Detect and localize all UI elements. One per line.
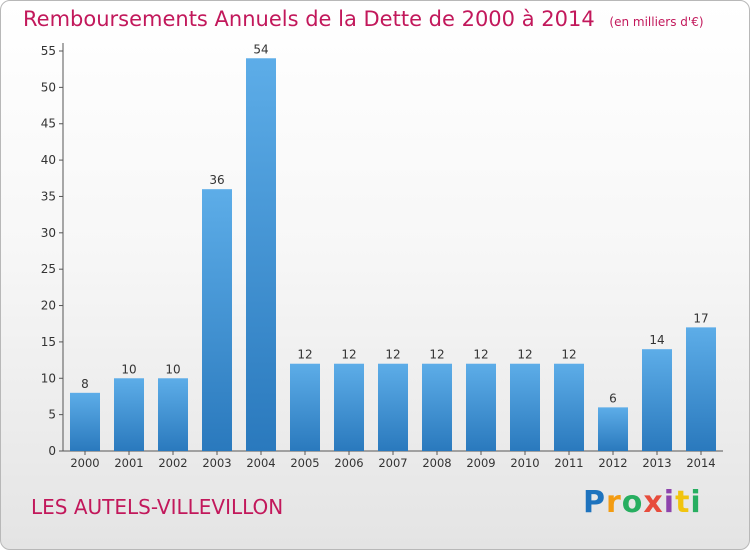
chart-title-text: Remboursements Annuels de la Dette de 20… [23,7,595,31]
x-tick-label: 2003 [202,456,231,470]
data-label: 54 [253,42,268,56]
bar [290,363,320,451]
logo-letter: P [583,485,606,520]
data-label: 12 [297,348,312,362]
x-tick-label: 2013 [642,456,671,470]
bar [378,363,408,451]
data-label: 12 [429,348,444,362]
y-tick-label: 45 [41,117,56,131]
logo-letter: i [690,485,702,520]
bar [422,363,452,451]
x-tick-label: 2005 [290,456,319,470]
x-tick-label: 2009 [466,456,495,470]
logo-letter: i [663,485,676,520]
bar [158,378,188,451]
y-tick-label: 35 [41,189,56,203]
data-label: 14 [649,333,664,347]
x-tick-label: 2004 [246,456,275,470]
y-tick-label: 15 [41,335,56,349]
data-label: 36 [209,173,224,187]
y-tick-label: 40 [41,153,56,167]
bar [70,392,100,451]
bar [598,407,628,451]
data-label: 6 [609,391,617,405]
bar [202,189,232,451]
logo-letter: r [606,485,622,520]
y-tick-label: 5 [48,408,56,422]
x-tick-label: 2011 [554,456,583,470]
x-tick-label: 2001 [114,456,143,470]
y-tick-label: 20 [41,299,56,313]
data-label: 8 [81,377,89,391]
town-name: LES AUTELS-VILLEVILLON [31,495,284,519]
y-tick-label: 25 [41,262,56,276]
y-tick-label: 0 [48,444,56,458]
x-tick-label: 2012 [598,456,627,470]
logo-letter: t [675,485,691,520]
bar [686,327,716,451]
bar [466,363,496,451]
bar [554,363,584,451]
data-label: 12 [561,348,576,362]
bar [642,349,672,451]
data-label: 12 [341,348,356,362]
y-tick-label: 55 [41,44,56,58]
data-label: 10 [121,362,136,376]
logo-letter: x [643,485,664,520]
bar [510,363,540,451]
bar [114,378,144,451]
proxiti-logo: Proxiti [583,485,702,520]
x-tick-label: 2014 [686,456,715,470]
chart-unit: (en milliers d'€) [609,15,704,29]
x-tick-label: 2010 [510,456,539,470]
x-tick-label: 2008 [422,456,451,470]
y-tick-label: 50 [41,80,56,94]
bar [246,58,276,451]
data-label: 10 [165,362,180,376]
bar [334,363,364,451]
data-label: 17 [693,311,708,325]
bar-chart: 0 5 10 15 20 25 30 35 40 45 50 55 8 2000 10 2001 10 2002 3… [41,42,723,470]
x-tick-label: 2000 [70,456,99,470]
x-tick-label: 2002 [158,456,187,470]
x-tick-label: 2006 [334,456,363,470]
chart-title: Remboursements Annuels de la Dette de 20… [23,7,704,31]
logo-letter: o [621,485,644,520]
y-tick-label: 30 [41,226,56,240]
data-label: 12 [473,348,488,362]
x-tick-label: 2007 [378,456,407,470]
data-label: 12 [517,348,532,362]
data-label: 12 [385,348,400,362]
y-tick-label: 10 [41,371,56,385]
